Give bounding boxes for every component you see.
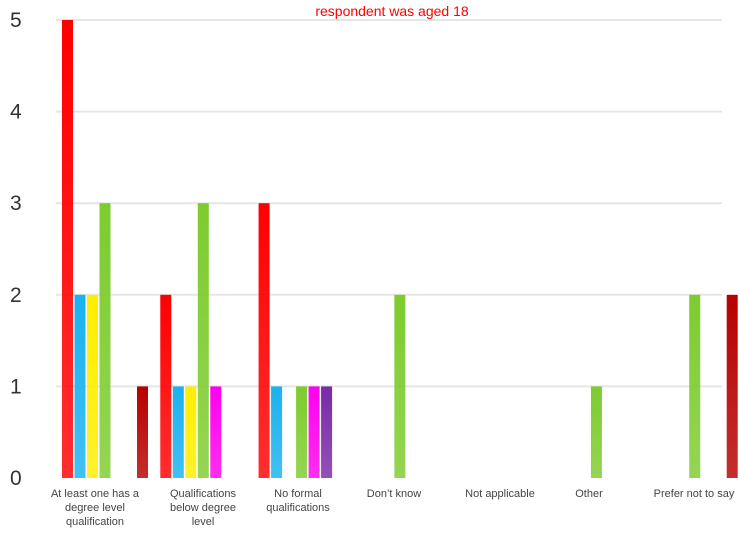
y-tick-label: 3 [10,192,22,215]
x-tick-label: Don’t know [367,488,421,500]
x-tick-label: No formal qualifications [266,488,330,514]
bar [308,386,320,478]
x-axis-labels: At least one has a degree level qualificat… [51,488,735,528]
x-tick-label: Not applicable [465,488,535,500]
x-tick-label: Other [575,488,603,500]
gridlines [56,19,722,388]
bar [210,386,222,478]
bars [62,20,738,478]
x-tick-label: At least one has a degree level qualificat… [51,488,140,528]
y-tick-label: 0 [10,467,22,490]
bar [271,386,283,478]
y-tick-label: 4 [10,101,22,124]
bar [689,294,701,478]
y-tick-label: 2 [10,284,22,307]
bar [185,386,197,478]
bar [62,20,73,478]
bar [726,294,738,478]
bar [590,386,602,478]
bar [394,294,406,478]
bar [137,386,148,478]
y-tick-label: 5 [10,9,22,32]
bar [321,386,333,478]
bar [296,386,308,478]
bar [87,294,98,478]
y-axis-ticks: 0 1 2 3 4 5 [10,9,22,490]
bar [99,203,111,478]
y-tick-label: 1 [10,375,22,398]
x-tick-label: Prefer not to say [654,488,735,500]
bar [258,203,270,478]
bar [160,294,172,478]
bar [74,294,86,478]
chart-title: respondent was aged 18 [315,3,469,19]
bar [197,203,209,478]
x-tick-label: Qualifications below degree level [170,488,237,528]
bar [172,386,184,478]
